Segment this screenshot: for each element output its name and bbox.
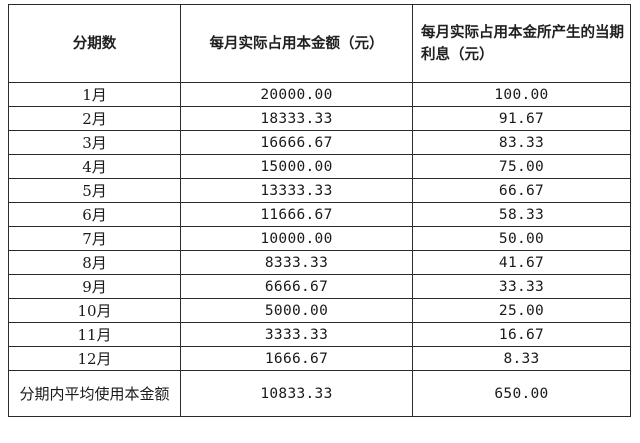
interest-cell: 33.33 xyxy=(412,274,631,299)
principal-cell: 16666.67 xyxy=(180,130,413,155)
installment-interest-table: 分期数 每月实际占用本金额（元） 每月实际占用本金所产生的当期利息（元） 1月 2… xyxy=(8,4,631,417)
principal-cell: 18333.33 xyxy=(180,106,413,131)
interest-cell: 83.33 xyxy=(412,130,631,155)
table-row: 8月 8333.33 41.67 xyxy=(8,250,631,275)
period-cell: 10月 xyxy=(8,298,181,323)
header-principal: 每月实际占用本金额（元） xyxy=(180,4,413,83)
principal-cell: 15000.00 xyxy=(180,154,413,179)
principal-cell: 20000.00 xyxy=(180,82,413,107)
interest-cell: 100.00 xyxy=(412,82,631,107)
table-body: 1月 20000.00 100.00 2月 18333.33 91.67 3月 16666.6… xyxy=(8,82,631,371)
period-cell: 12月 xyxy=(8,346,181,371)
principal-cell: 3333.33 xyxy=(180,322,413,347)
period-cell: 6月 xyxy=(8,202,181,227)
table-row: 2月 18333.33 91.67 xyxy=(8,106,631,131)
table-row: 6月 11666.67 58.33 xyxy=(8,202,631,227)
principal-cell: 8333.33 xyxy=(180,250,413,275)
period-cell: 9月 xyxy=(8,274,181,299)
period-cell: 3月 xyxy=(8,130,181,155)
principal-cell: 10000.00 xyxy=(180,226,413,251)
summary-row: 分期内平均使用本金额 10833.33 650.00 xyxy=(8,370,631,417)
interest-cell: 75.00 xyxy=(412,154,631,179)
interest-cell: 25.00 xyxy=(412,298,631,323)
header-period: 分期数 xyxy=(8,4,181,83)
table-row: 4月 15000.00 75.00 xyxy=(8,154,631,179)
period-cell: 4月 xyxy=(8,154,181,179)
interest-cell: 16.67 xyxy=(412,322,631,347)
period-cell: 11月 xyxy=(8,322,181,347)
period-cell: 5月 xyxy=(8,178,181,203)
table-header-row: 分期数 每月实际占用本金额（元） 每月实际占用本金所产生的当期利息（元） xyxy=(8,4,631,83)
table-row: 10月 5000.00 25.00 xyxy=(8,298,631,323)
interest-cell: 50.00 xyxy=(412,226,631,251)
table-row: 7月 10000.00 50.00 xyxy=(8,226,631,251)
principal-cell: 13333.33 xyxy=(180,178,413,203)
principal-cell: 1666.67 xyxy=(180,346,413,371)
interest-cell: 66.67 xyxy=(412,178,631,203)
period-cell: 7月 xyxy=(8,226,181,251)
header-interest: 每月实际占用本金所产生的当期利息（元） xyxy=(412,4,631,83)
table-row: 9月 6666.67 33.33 xyxy=(8,274,631,299)
principal-cell: 11666.67 xyxy=(180,202,413,227)
summary-principal: 10833.33 xyxy=(180,370,413,417)
table-row: 1月 20000.00 100.00 xyxy=(8,82,631,107)
period-cell: 8月 xyxy=(8,250,181,275)
table-row: 12月 1666.67 8.33 xyxy=(8,346,631,371)
interest-cell: 41.67 xyxy=(412,250,631,275)
table-row: 11月 3333.33 16.67 xyxy=(8,322,631,347)
summary-label: 分期内平均使用本金额 xyxy=(8,370,181,417)
table-row: 5月 13333.33 66.67 xyxy=(8,178,631,203)
principal-cell: 6666.67 xyxy=(180,274,413,299)
principal-cell: 5000.00 xyxy=(180,298,413,323)
interest-cell: 91.67 xyxy=(412,106,631,131)
interest-cell: 58.33 xyxy=(412,202,631,227)
summary-interest: 650.00 xyxy=(412,370,631,417)
interest-cell: 8.33 xyxy=(412,346,631,371)
table-row: 3月 16666.67 83.33 xyxy=(8,130,631,155)
period-cell: 1月 xyxy=(8,82,181,107)
period-cell: 2月 xyxy=(8,106,181,131)
